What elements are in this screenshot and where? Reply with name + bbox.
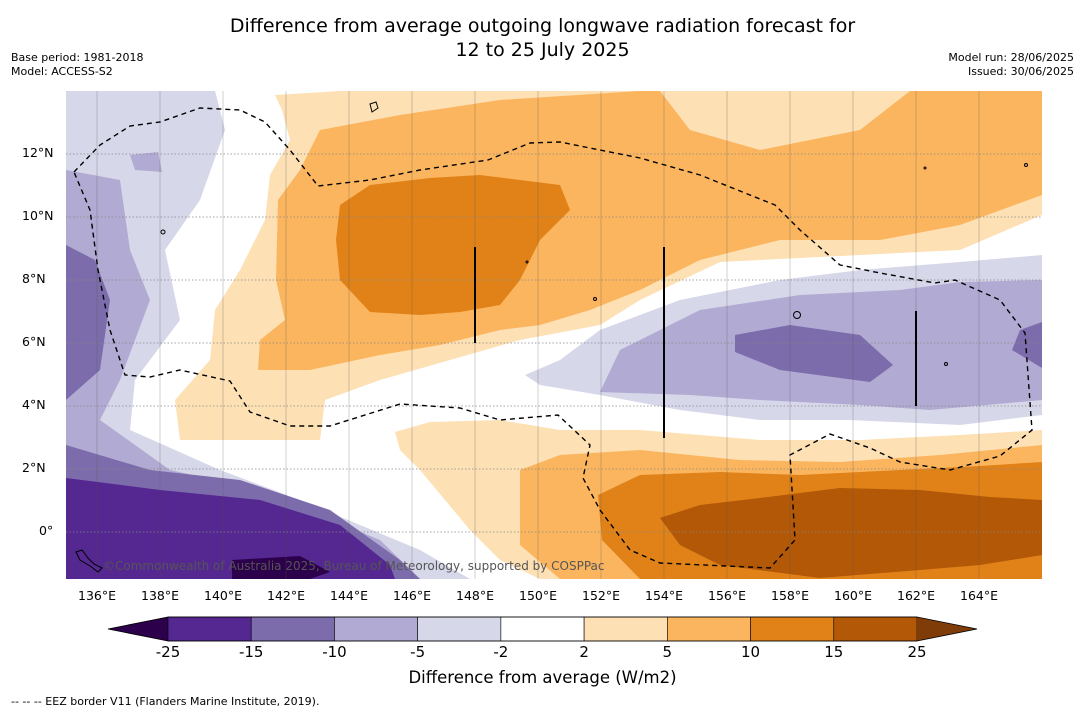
- colorbar-box: [417, 616, 502, 642]
- lon-label: 146°E: [392, 588, 432, 603]
- contour-under-spot: [232, 556, 330, 579]
- colorbar-tick-label: -2: [493, 643, 509, 661]
- lat-label: 10°N: [22, 208, 54, 223]
- chart-title: Difference from average outgoing longwav…: [0, 14, 1085, 62]
- lon-label: 164°E: [959, 588, 999, 603]
- lon-label: 158°E: [770, 588, 810, 603]
- colorbar-box: [500, 616, 585, 642]
- lon-label: 138°E: [140, 588, 180, 603]
- lon-label: 136°E: [77, 588, 117, 603]
- colorbar-box: [833, 616, 918, 642]
- lon-label: 148°E: [455, 588, 495, 603]
- colorbar-tick-label: 5: [662, 643, 673, 661]
- contour-neg-15-east: [735, 325, 893, 382]
- colorbar-box: [167, 616, 252, 642]
- eez-footnote: -- -- -- EEZ border V11 (Flanders Marine…: [11, 695, 320, 708]
- colorbar-tick-label: 15: [824, 643, 844, 661]
- copyright-notice: ©Commonwealth of Australia 2025, Bureau …: [103, 559, 605, 573]
- contour-pos-5-nw-light: [660, 91, 910, 140]
- model-name: Model: ACCESS-S2: [11, 65, 113, 78]
- colorbar-box: [334, 616, 418, 642]
- issued-date: Issued: 30/06/2025: [967, 65, 1074, 78]
- colorbar-tick-label: 2: [579, 643, 589, 661]
- colorbar-tick-label: -5: [410, 643, 426, 661]
- lon-label: 140°E: [203, 588, 243, 603]
- contour-neg-5-left: [66, 91, 470, 579]
- meta-right: Model run: 28/06/2025 Issued: 30/06/2025: [948, 51, 1074, 79]
- colorbar-tick-label: -15: [238, 643, 264, 661]
- lat-label: 2°N: [22, 460, 46, 475]
- colorbar-tick-label: -25: [155, 643, 181, 661]
- lon-label: 152°E: [581, 588, 621, 603]
- contour-neg-15-east-edge: [1012, 322, 1042, 368]
- contour-neg-25-south: [66, 478, 395, 579]
- colorbar-label: Difference from average (W/m2): [408, 668, 677, 687]
- colorbar-boxes: [167, 616, 918, 642]
- eez-border: [73, 107, 1033, 569]
- lat-label: 0°: [39, 523, 54, 538]
- lon-label: 142°E: [266, 588, 306, 603]
- gridlines: [66, 153, 1042, 533]
- colorbar-box: [583, 616, 668, 642]
- base-period: Base period: 1981-2018: [11, 51, 144, 64]
- anomaly-field: [66, 91, 1042, 579]
- colorbar-box: [250, 616, 335, 642]
- contour-pos-15-south: [660, 488, 1042, 578]
- lon-label: 156°E: [707, 588, 747, 603]
- lat-label: 6°N: [22, 334, 46, 349]
- lat-label: 12°N: [22, 145, 54, 160]
- title-line-2: 12 to 25 July 2025: [455, 39, 630, 61]
- model-run: Model run: 28/06/2025: [948, 51, 1074, 64]
- title-line-1: Difference from average outgoing longwav…: [229, 15, 856, 37]
- colorbar-box: [667, 616, 751, 642]
- lat-label: 8°N: [22, 271, 46, 286]
- boundary-segments: [474, 247, 917, 438]
- lon-label: 144°E: [329, 588, 369, 603]
- lon-label: 154°E: [644, 588, 684, 603]
- colorbar-box: [750, 616, 835, 642]
- islands: [75, 101, 1028, 573]
- contour-neg-10-spot: [130, 152, 162, 172]
- lon-label: 150°E: [518, 588, 558, 603]
- colorbar-under-triangle: [108, 617, 168, 641]
- colorbar-tick-label: 10: [741, 643, 761, 661]
- colorbar-over-triangle: [917, 617, 977, 641]
- colorbar-tick-label: -10: [322, 643, 347, 661]
- lat-label: 4°N: [22, 397, 46, 412]
- colorbar-tick-label: 25: [907, 643, 927, 661]
- lon-label: 160°E: [833, 588, 873, 603]
- contour-neg-15-left: [66, 245, 110, 400]
- meta-left: Base period: 1981-2018 Model: ACCESS-S2: [11, 51, 143, 79]
- lon-label: 162°E: [896, 588, 936, 603]
